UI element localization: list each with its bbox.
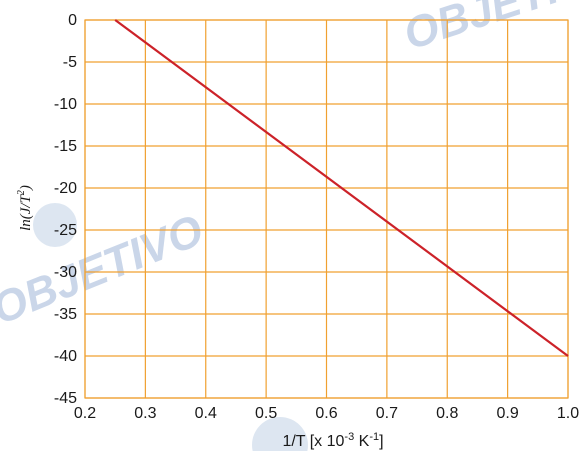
series xyxy=(114,19,569,357)
watermark-logo-middle xyxy=(33,203,77,247)
y-tick-label: -10 xyxy=(54,96,77,113)
grid xyxy=(84,19,569,399)
x-axis-label: 1/T [x 10-3 K-1] xyxy=(282,431,383,450)
y-tick-label: -5 xyxy=(63,54,77,71)
y-axis-label-base: ln(J/T xyxy=(18,193,34,230)
x-tick-label: 0.6 xyxy=(315,405,337,422)
x-tick-labels: 0.2 0.3 0.4 0.5 0.6 0.7 0.8 0.9 1.0 xyxy=(74,405,579,422)
x-axis-label-mid: K xyxy=(354,433,369,450)
y-tick-label: -15 xyxy=(54,138,77,155)
series-line xyxy=(114,19,569,357)
x-tick-label: 0.7 xyxy=(376,405,398,422)
x-tick-label: 0.2 xyxy=(74,405,96,422)
watermark-text-top: OBJETIVO xyxy=(398,0,584,60)
x-axis-label-end: ] xyxy=(379,433,383,450)
x-axis-label-base: 1/T [x 10 xyxy=(282,433,344,450)
x-tick-label: 0.4 xyxy=(195,405,217,422)
y-tick-label: -40 xyxy=(54,348,77,365)
y-axis-label-exp: 2 xyxy=(16,190,27,195)
y-axis-label: ln(J/T2) xyxy=(16,185,34,231)
x-tick-label: 0.8 xyxy=(436,405,458,422)
x-tick-label: 0.3 xyxy=(134,405,156,422)
y-tick-labels: 0 -5 -10 -15 -20 -25 -30 -35 -40 -45 xyxy=(54,12,77,407)
y-tick-label: -25 xyxy=(54,222,77,239)
y-axis-label-end: ) xyxy=(18,185,34,191)
y-tick-label: -20 xyxy=(54,180,77,197)
x-axis-label-exp1: -3 xyxy=(344,431,354,443)
watermark-logo-bottom xyxy=(252,417,308,451)
x-tick-label: 0.5 xyxy=(255,405,277,422)
x-axis-label-exp2: -1 xyxy=(369,431,379,443)
y-tick-label: 0 xyxy=(68,12,77,29)
x-tick-label: 1.0 xyxy=(557,405,579,422)
x-tick-label: 0.9 xyxy=(497,405,519,422)
y-tick-label: -45 xyxy=(54,390,77,407)
y-tick-label: -35 xyxy=(54,306,77,323)
y-tick-label: -30 xyxy=(54,264,77,281)
